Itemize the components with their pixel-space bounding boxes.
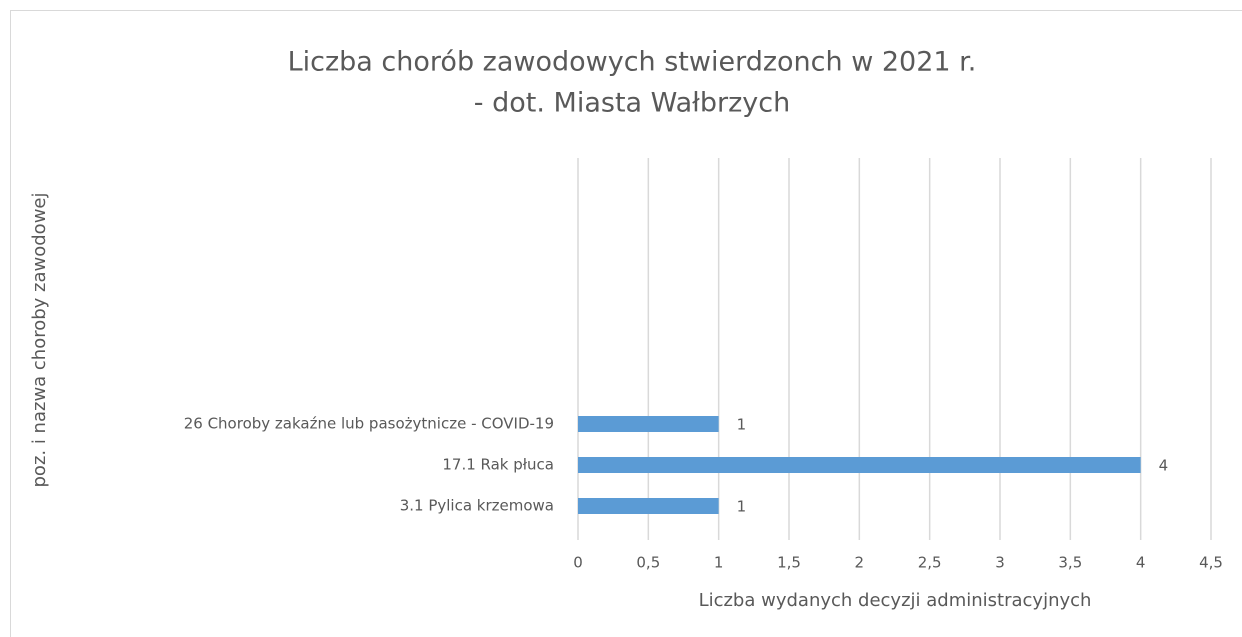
x-tick-label: 1,5 [777, 554, 801, 572]
bar [578, 457, 1141, 473]
chart-frame [10, 10, 1242, 637]
y-axis-title: poz. i nazwa choroby zawodowej [29, 193, 50, 488]
y-tick-label: 26 Choroby zakaźne lub pasożytnicze - CO… [184, 415, 554, 433]
x-tick-label: 3 [995, 554, 1005, 572]
x-tick-label: 1 [714, 554, 724, 572]
bar [578, 498, 719, 514]
x-tick-label: 3,5 [1058, 554, 1082, 572]
x-tick-label: 0,5 [636, 554, 660, 572]
chart-title: - dot. Miasta Wałbrzych [474, 88, 790, 119]
chart-title: Liczba chorób zawodowych stwierdzonch w … [288, 47, 977, 78]
y-tick-label: 3.1 Pylica krzemowa [400, 497, 554, 515]
x-tick-label: 4 [1136, 554, 1146, 572]
bar [578, 416, 719, 432]
data-label: 1 [737, 498, 747, 516]
x-tick-label: 0 [573, 554, 583, 572]
y-tick-label: 17.1 Rak płuca [442, 456, 554, 474]
x-tick-label: 4,5 [1199, 554, 1223, 572]
data-label: 4 [1159, 457, 1169, 475]
x-axis-title: Liczba wydanych decyzji administracyjnyc… [699, 590, 1092, 611]
x-tick-label: 2 [855, 554, 865, 572]
data-label: 1 [737, 416, 747, 434]
x-tick-label: 2,5 [918, 554, 942, 572]
